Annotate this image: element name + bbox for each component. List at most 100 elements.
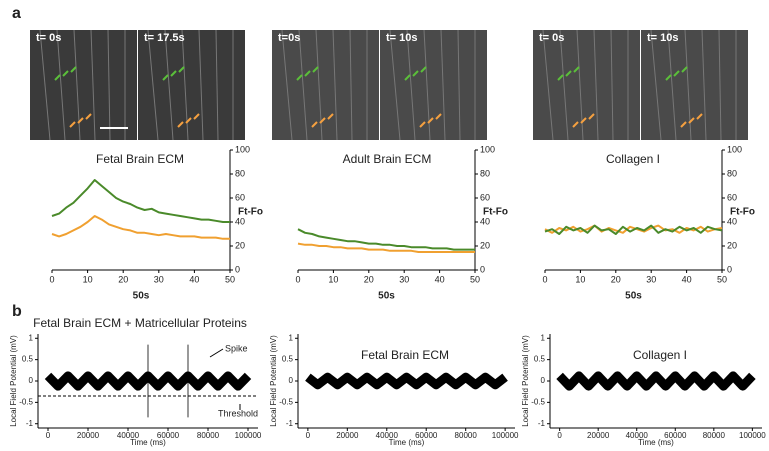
arrow xyxy=(427,117,434,124)
x-tick-label: 50 xyxy=(225,274,235,284)
image-label: t= 10s xyxy=(647,32,679,44)
annotation: Threshold xyxy=(218,408,258,418)
y-axis-label: Ft-Fo xyxy=(483,207,508,218)
y-axis-label: Ft-Fo xyxy=(238,207,263,218)
chart-title: Fetal Brain ECM xyxy=(96,152,184,166)
data-line xyxy=(305,372,508,390)
x-tick-label: 20000 xyxy=(77,431,100,440)
y-tick-label: 0 xyxy=(541,376,546,385)
neurite xyxy=(406,29,416,141)
x-tick-label: 30 xyxy=(154,274,164,284)
y-tick-label: -1 xyxy=(286,419,294,428)
x-tick-label: 80000 xyxy=(703,431,726,440)
annotation-arrow xyxy=(209,348,224,358)
arrow xyxy=(177,121,184,128)
x-axis-label: 50s xyxy=(133,291,150,302)
y-axis-label: Local Field Potential (mV) xyxy=(9,335,18,427)
arrow xyxy=(404,74,411,81)
y-tick-label: 60 xyxy=(727,192,737,202)
x-tick-label: 60000 xyxy=(664,431,687,440)
x-tick-label: 40 xyxy=(189,274,199,284)
x-axis-label: 50s xyxy=(378,291,395,302)
y-tick-label: 20 xyxy=(480,240,490,250)
chart-title: Adult Brain ECM xyxy=(343,152,432,166)
data-line xyxy=(51,215,230,240)
arrow xyxy=(573,66,580,73)
y-tick-label: 40 xyxy=(235,216,245,226)
neurite xyxy=(215,29,219,141)
x-tick-label: 0 xyxy=(306,431,311,440)
micrograph xyxy=(272,30,379,140)
arrow xyxy=(673,70,680,77)
neurite xyxy=(147,29,159,141)
neurite xyxy=(650,29,662,141)
y-tick-label: 0 xyxy=(727,264,732,274)
arrow xyxy=(170,70,177,77)
arrow xyxy=(680,121,687,128)
x-tick-label: 10 xyxy=(83,274,93,284)
x-axis-label: Time (ms) xyxy=(638,438,674,447)
y-axis-label: Local Field Potential (mV) xyxy=(269,335,278,427)
neurite xyxy=(718,29,722,141)
y-tick-label: 100 xyxy=(235,144,250,154)
y-tick-label: 20 xyxy=(235,240,245,250)
x-tick-label: 50 xyxy=(470,274,480,284)
x-tick-label: 30 xyxy=(646,274,656,284)
chart-title: Collagen I xyxy=(633,348,687,362)
neurite xyxy=(107,29,111,141)
arrow xyxy=(54,74,61,81)
y-tick-label: 0.5 xyxy=(534,355,546,364)
arrow xyxy=(681,66,688,73)
image-label: t= 0s xyxy=(36,32,61,44)
y-tick-label: 0.5 xyxy=(22,355,34,364)
y-tick-label: 0 xyxy=(289,376,294,385)
x-tick-label: 0 xyxy=(49,274,54,284)
arrow xyxy=(588,113,595,120)
x-tick-label: 10 xyxy=(328,274,338,284)
arrow xyxy=(77,117,84,124)
y-tick-label: 60 xyxy=(235,192,245,202)
arrow xyxy=(420,66,427,73)
image-label: t= 0s xyxy=(539,32,564,44)
arrow xyxy=(296,74,303,81)
arrow xyxy=(419,121,426,128)
y-tick-label: -0.5 xyxy=(531,397,545,406)
y-tick-label: -0.5 xyxy=(19,397,33,406)
x-tick-label: 100000 xyxy=(739,431,766,440)
panel-label: a xyxy=(12,5,21,22)
y-tick-label: 80 xyxy=(727,168,737,178)
x-tick-label: 20000 xyxy=(336,431,359,440)
neurite xyxy=(593,29,599,141)
arrow xyxy=(319,117,326,124)
y-tick-label: 0 xyxy=(29,376,34,385)
x-tick-label: 60000 xyxy=(415,431,438,440)
neurite xyxy=(610,29,614,141)
micrograph xyxy=(30,30,137,140)
x-tick-label: 40 xyxy=(435,274,445,284)
arrow xyxy=(688,117,695,124)
y-tick-label: 60 xyxy=(480,192,490,202)
y-tick-label: 0 xyxy=(480,264,485,274)
x-tick-label: 0 xyxy=(46,431,51,440)
arrow xyxy=(304,70,311,77)
arrow xyxy=(311,121,318,128)
micrograph xyxy=(138,30,245,140)
y-tick-label: 20 xyxy=(727,240,737,250)
x-tick-label: 50 xyxy=(717,274,727,284)
data-line xyxy=(556,371,756,391)
annotation: Spike xyxy=(225,343,248,353)
neurite xyxy=(281,29,293,141)
neurite xyxy=(332,29,338,141)
y-tick-label: -1 xyxy=(26,419,34,428)
panel-label: b xyxy=(12,303,22,320)
arrow xyxy=(62,70,69,77)
y-tick-label: 100 xyxy=(727,144,742,154)
y-tick-label: 0.5 xyxy=(282,355,294,364)
x-tick-label: 20 xyxy=(118,274,128,284)
arrow xyxy=(312,66,319,73)
x-axis-label: Time (ms) xyxy=(130,438,166,447)
neurite xyxy=(164,29,174,141)
arrow xyxy=(565,70,572,77)
x-tick-label: 40 xyxy=(682,274,692,284)
x-tick-label: 40000 xyxy=(376,431,399,440)
